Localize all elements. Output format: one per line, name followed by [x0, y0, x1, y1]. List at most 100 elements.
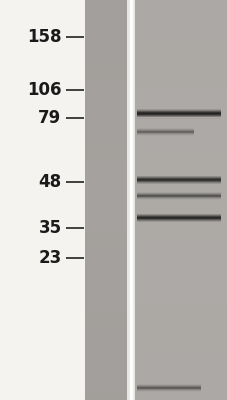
Bar — [85, 376, 126, 384]
Bar — [136, 117, 220, 118]
Bar — [134, 392, 227, 400]
Bar — [85, 264, 126, 272]
Bar — [134, 72, 227, 80]
Bar — [134, 304, 227, 312]
Bar — [85, 392, 126, 400]
Bar — [136, 216, 220, 217]
Bar — [134, 160, 227, 168]
Bar — [136, 116, 220, 117]
Bar — [136, 180, 220, 181]
Bar — [134, 16, 227, 24]
Bar — [85, 32, 126, 40]
Bar — [136, 118, 220, 119]
Bar — [85, 168, 126, 176]
Bar — [134, 24, 227, 32]
Bar — [134, 88, 227, 96]
Bar — [85, 336, 126, 344]
Bar — [134, 168, 227, 176]
Bar — [134, 288, 227, 296]
Bar — [134, 320, 227, 328]
Bar — [85, 352, 126, 360]
Bar — [85, 288, 126, 296]
Bar — [85, 112, 126, 120]
Bar — [136, 215, 220, 216]
Bar — [85, 256, 126, 264]
Bar — [85, 208, 126, 216]
Bar — [136, 109, 220, 110]
Bar — [134, 344, 227, 352]
Bar — [85, 160, 126, 168]
Bar — [136, 112, 220, 113]
Bar — [134, 8, 227, 16]
Bar — [134, 40, 227, 48]
Bar — [134, 280, 227, 288]
Bar — [85, 88, 126, 96]
Bar — [136, 176, 220, 177]
Bar — [136, 214, 220, 215]
Bar — [85, 40, 126, 48]
Bar — [136, 113, 220, 114]
Bar — [134, 104, 227, 112]
Bar — [85, 320, 126, 328]
Bar — [136, 219, 220, 220]
Bar — [134, 336, 227, 344]
Text: 35: 35 — [38, 219, 61, 237]
Bar — [136, 181, 220, 182]
Bar — [134, 48, 227, 56]
Text: 158: 158 — [27, 28, 61, 46]
Bar — [134, 312, 227, 320]
Bar — [134, 120, 227, 128]
Bar — [134, 384, 227, 392]
Bar — [134, 80, 227, 88]
Bar — [85, 24, 126, 32]
Bar — [85, 96, 126, 104]
Bar — [134, 360, 227, 368]
Bar — [134, 232, 227, 240]
Bar — [134, 216, 227, 224]
Bar — [85, 152, 126, 160]
Text: 23: 23 — [38, 249, 61, 267]
Bar — [126, 0, 134, 400]
Bar — [85, 136, 126, 144]
Bar — [136, 115, 220, 116]
Bar — [136, 177, 220, 178]
Bar — [85, 272, 126, 280]
Bar — [134, 192, 227, 200]
Bar — [134, 352, 227, 360]
Bar — [85, 280, 126, 288]
Bar — [85, 144, 126, 152]
Bar — [134, 200, 227, 208]
Bar — [85, 224, 126, 232]
Bar — [85, 120, 126, 128]
Bar — [85, 48, 126, 56]
Bar — [134, 240, 227, 248]
Bar — [136, 221, 220, 222]
Bar — [85, 80, 126, 88]
Bar — [134, 264, 227, 272]
Bar — [85, 64, 126, 72]
Bar — [134, 128, 227, 136]
Bar — [136, 217, 220, 218]
Bar — [134, 64, 227, 72]
Bar — [0, 0, 85, 400]
Bar — [136, 182, 220, 183]
Bar — [134, 224, 227, 232]
Bar — [134, 152, 227, 160]
Bar — [134, 208, 227, 216]
Bar — [134, 272, 227, 280]
Bar — [134, 32, 227, 40]
Bar — [85, 296, 126, 304]
Text: 79: 79 — [38, 109, 61, 127]
Bar — [85, 200, 126, 208]
Bar — [136, 114, 220, 115]
Bar — [134, 96, 227, 104]
Bar — [85, 104, 126, 112]
Bar — [85, 128, 126, 136]
Bar — [136, 220, 220, 221]
Bar — [134, 144, 227, 152]
Bar — [85, 8, 126, 16]
Bar — [85, 344, 126, 352]
Bar — [134, 256, 227, 264]
Bar — [85, 16, 126, 24]
Bar — [85, 304, 126, 312]
